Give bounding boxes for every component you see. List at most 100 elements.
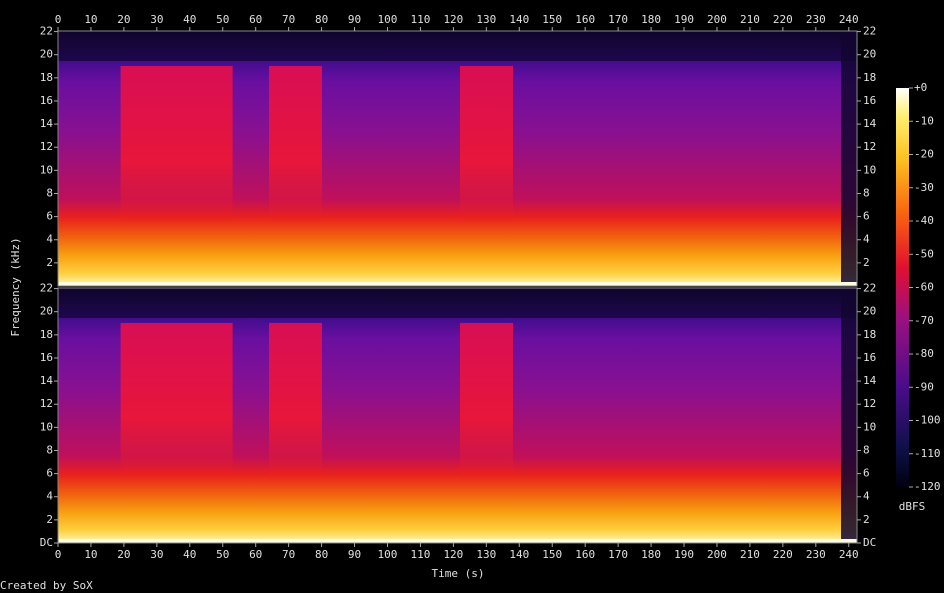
x-tick-label: 60	[249, 548, 262, 561]
footer: Created by SoX	[0, 579, 93, 592]
x-tick-label: 30	[150, 13, 163, 26]
y-tick-label: 12	[40, 140, 53, 153]
x-tick-label: 200	[707, 13, 727, 26]
y-tick-label: 10	[863, 420, 876, 433]
x-tick-label: 100	[378, 548, 398, 561]
y-tick-label: 4	[46, 490, 53, 503]
x-tick-label: 70	[282, 548, 295, 561]
y-tick-label: 12	[863, 140, 876, 153]
y-tick-label: 2	[863, 256, 870, 269]
y-tick-label: 4	[46, 233, 53, 246]
y-tick-label: 8	[863, 186, 870, 199]
y-tick-label: 2	[46, 513, 53, 526]
x-tick-label: 80	[315, 548, 328, 561]
y-tick-label: 6	[863, 467, 870, 480]
colorbar-tick-label: -30	[914, 181, 934, 194]
panel-frame	[57, 287, 858, 544]
y-tick-label: 6	[863, 210, 870, 223]
x-tick-label: 140	[509, 13, 529, 26]
x-tick-label: 230	[806, 548, 826, 561]
x-tick-label: 130	[476, 13, 496, 26]
colorbar-tick-label: -50	[914, 247, 934, 260]
y-tick-label: 20	[863, 305, 876, 318]
x-tick-label: 240	[839, 13, 859, 26]
y-tick-label: 10	[40, 420, 53, 433]
x-tick-label: 90	[348, 13, 361, 26]
y-tick-label: 8	[46, 186, 53, 199]
x-tick-label: 120	[443, 548, 463, 561]
x-tick-label: 90	[348, 548, 361, 561]
y-tick-label: 14	[40, 117, 54, 130]
y-tick-label: 14	[863, 117, 877, 130]
y-tick-label: 22	[40, 25, 53, 38]
colorbar-tick-label: -60	[914, 281, 934, 294]
y-tick-label: 20	[863, 48, 876, 61]
y-tick-label: 22	[863, 282, 876, 295]
y-tick-label: 20	[40, 48, 53, 61]
y-tick-label: 18	[863, 328, 876, 341]
colorbar-tick-label: -110	[914, 447, 941, 460]
colorbar-tick-label: -80	[914, 347, 934, 360]
x-tick-label: 220	[773, 548, 793, 561]
colorbar-tick-label: +0	[914, 81, 927, 94]
x-tick-label: 230	[806, 13, 826, 26]
x-tick-label: 170	[608, 13, 628, 26]
y-tick-label: 10	[40, 163, 53, 176]
x-tick-label: 0	[55, 548, 62, 561]
x-tick-label: 20	[117, 548, 130, 561]
colorbar-tick-label: -120	[914, 480, 941, 493]
x-tick-label: 160	[575, 548, 595, 561]
x-tick-label: 10	[84, 13, 97, 26]
x-tick-label: 210	[740, 13, 760, 26]
x-tick-label: 0	[55, 13, 62, 26]
y-tick-label: 18	[863, 71, 876, 84]
y-tick-label: 6	[46, 210, 53, 223]
colorbar-tick-label: -40	[914, 214, 934, 227]
y-tick-label: 4	[863, 490, 870, 503]
x-tick-label: 150	[542, 548, 562, 561]
x-tick-label: 140	[509, 548, 529, 561]
x-tick-label: 160	[575, 13, 595, 26]
y-tick-label: 18	[40, 71, 53, 84]
x-tick-label: 40	[183, 13, 196, 26]
x-tick-label: 190	[674, 13, 694, 26]
y-axis-label: Frequency (kHz)	[9, 237, 22, 336]
x-tick-label: 20	[117, 13, 130, 26]
y-tick-label: 2	[863, 513, 870, 526]
colorbar-tick-label: -70	[914, 314, 934, 327]
x-tick-label: 60	[249, 13, 262, 26]
spectrogram-image	[58, 31, 857, 286]
x-tick-label: 50	[216, 548, 229, 561]
x-tick-label: 50	[216, 13, 229, 26]
y-tick-label: 2	[46, 256, 53, 269]
y-tick-label: 6	[46, 467, 53, 480]
y-tick-label: 18	[40, 328, 53, 341]
y-tick-label: 16	[863, 94, 876, 107]
x-tick-label: 130	[476, 548, 496, 561]
y-tick-label: 12	[863, 397, 876, 410]
x-tick-label: 180	[641, 548, 661, 561]
x-tick-label: 10	[84, 548, 97, 561]
y-tick-label: 4	[863, 233, 870, 246]
x-tick-label: 110	[410, 548, 430, 561]
x-tick-label: 30	[150, 548, 163, 561]
x-tick-label: 180	[641, 13, 661, 26]
y-tick-label: 14	[40, 374, 54, 387]
colorbar-tick-label: -100	[914, 414, 941, 427]
colorbar-tick-label: -90	[914, 380, 934, 393]
y-tick-label: DC	[863, 536, 876, 549]
colorbar	[896, 88, 909, 487]
x-tick-label: 240	[839, 548, 859, 561]
x-tick-label: 40	[183, 548, 196, 561]
colorbar-label: dBFS	[899, 500, 926, 513]
x-axis-label: Time (s)	[432, 567, 485, 580]
y-tick-label: 14	[863, 374, 877, 387]
y-tick-label: 22	[863, 25, 876, 38]
y-tick-label: 12	[40, 397, 53, 410]
x-tick-label: 100	[378, 13, 398, 26]
x-tick-label: 190	[674, 548, 694, 561]
y-tick-label: 8	[46, 443, 53, 456]
x-tick-label: 70	[282, 13, 295, 26]
x-tick-label: 120	[443, 13, 463, 26]
